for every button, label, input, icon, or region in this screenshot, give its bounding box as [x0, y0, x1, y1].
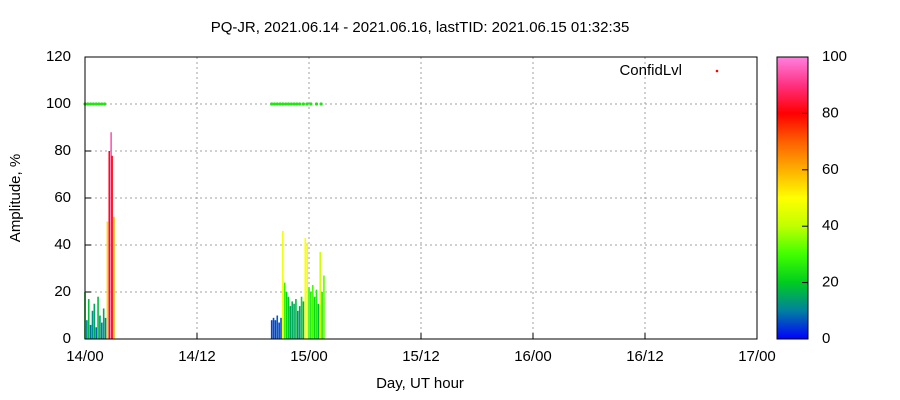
- confidence-point: [275, 102, 279, 106]
- confidence-point: [100, 102, 104, 106]
- y-axis-label: Amplitude, %: [7, 154, 24, 242]
- confidence-point: [295, 102, 299, 106]
- legend-label: ConfidLvl: [619, 62, 682, 79]
- confidence-point: [91, 102, 95, 106]
- y-tick-label: 0: [63, 330, 71, 347]
- confidence-point: [272, 102, 277, 106]
- colorbar-tick-label: 20: [822, 274, 839, 291]
- colorbar-tick-label: 80: [822, 104, 839, 121]
- confidence-point: [298, 102, 302, 106]
- colorbar: [776, 56, 809, 340]
- confidence-point: [270, 102, 274, 106]
- confidence-point: [314, 102, 319, 106]
- y-tick-label: 100: [46, 95, 71, 112]
- y-tick-label: 120: [46, 48, 71, 65]
- colorbar-tick-label: 60: [822, 161, 839, 178]
- confidence-point: [89, 102, 93, 106]
- confidence-point: [284, 102, 288, 106]
- y-tick-label: 20: [54, 283, 71, 300]
- confidence-point: [292, 102, 296, 106]
- y-tick-label: 60: [54, 189, 71, 206]
- y-tick-label: 80: [54, 142, 71, 159]
- confidence-point: [278, 102, 282, 106]
- confidence-point: [103, 102, 107, 106]
- x-tick-label: 16/00: [514, 348, 552, 365]
- x-tick-label: 14/00: [66, 348, 104, 365]
- legend-marker: [715, 69, 719, 73]
- confidence-point: [281, 102, 285, 106]
- confidence-point: [289, 102, 293, 106]
- colorbar-tick-label: 100: [822, 48, 847, 65]
- x-tick-label: 16/12: [626, 348, 664, 365]
- colorbar-tick-label: 0: [822, 330, 830, 347]
- x-tick-label: 15/00: [290, 348, 328, 365]
- y-tick-label: 40: [54, 236, 71, 253]
- confidence-point: [305, 102, 309, 106]
- confidence-point: [301, 102, 305, 106]
- confidence-point: [309, 102, 313, 106]
- plot-frame: [84, 56, 758, 340]
- x-tick-label: 14/12: [178, 348, 216, 365]
- chart-title: PQ-JR, 2021.06.14 - 2021.06.16, lastTID:…: [211, 19, 630, 36]
- x-tick-label: 15/12: [402, 348, 440, 365]
- confidence-point: [86, 102, 90, 106]
- colorbar-tick-label: 40: [822, 217, 839, 234]
- confidence-point: [319, 102, 323, 106]
- confidence-point: [97, 102, 101, 106]
- confidence-point: [286, 102, 291, 106]
- x-axis-label: Day, UT hour: [376, 375, 464, 392]
- confidence-point: [94, 102, 98, 106]
- x-tick-label: 17/00: [738, 348, 776, 365]
